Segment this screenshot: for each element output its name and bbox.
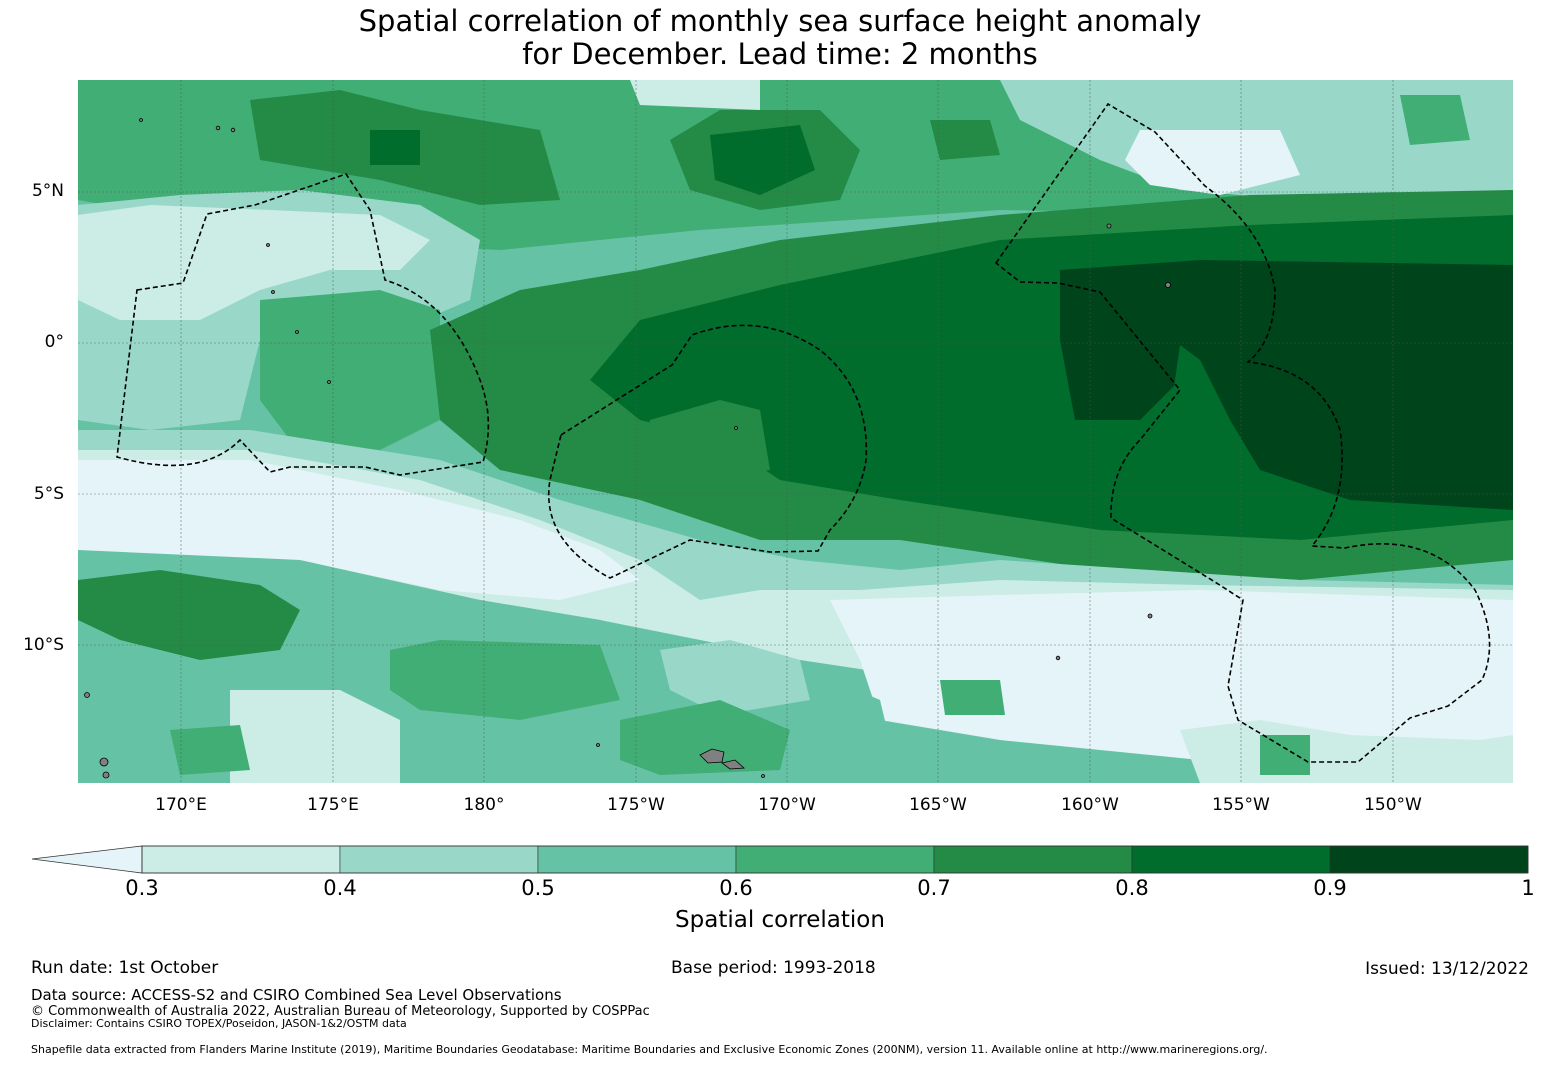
island-north-d <box>139 118 143 122</box>
colorbar-tick: 0.5 <box>521 876 555 900</box>
island-south-e <box>596 743 600 747</box>
correlation-map <box>78 80 1513 783</box>
eez-boundaries <box>116 102 1491 763</box>
island-south-b <box>1147 613 1153 619</box>
field-region-west-green <box>260 290 440 450</box>
colorbar-segment <box>1131 845 1331 874</box>
island-north-b <box>215 125 221 131</box>
longitude-label: 170°W <box>758 795 816 815</box>
eez-boundary-east <box>994 102 1491 763</box>
copyright: © Commonwealth of Australia 2022, Austra… <box>31 1004 650 1019</box>
colorbar-tick: 0.8 <box>1115 876 1149 900</box>
colorbar-frame <box>141 845 1529 874</box>
field-region-south-green-d <box>1260 735 1310 775</box>
colorbar-segment <box>537 845 737 874</box>
field-region-east-darkest <box>1060 260 1513 510</box>
colorbar-tick: 0.3 <box>125 876 159 900</box>
island-nauru <box>1165 282 1171 288</box>
island-west-a <box>266 243 270 247</box>
field-region-south-light-c <box>660 640 810 715</box>
island-north-c <box>230 127 236 133</box>
field-region-south-green-c <box>940 680 1005 715</box>
colorbar-extend-triangle <box>31 845 143 874</box>
eez-boundary-west <box>116 173 490 476</box>
longitude-label: 160°W <box>1061 795 1119 815</box>
islands <box>84 118 1171 779</box>
disclaimer: Disclaimer: Contains CSIRO TOPEX/Poseido… <box>31 1017 407 1030</box>
island-north-a <box>1106 223 1112 229</box>
colorbar-segment <box>933 845 1133 874</box>
field-region-central-green-hole <box>640 400 770 480</box>
longitude-label: 175°W <box>607 795 665 815</box>
latitude-label: 5°S <box>33 484 64 504</box>
colorbar-tick: 0.6 <box>719 876 753 900</box>
field-region-north-green-b <box>1400 95 1470 145</box>
colorbar-label: Spatial correlation <box>675 907 885 933</box>
colorbar-segments <box>141 845 1529 874</box>
field-region-east-darker-wedge <box>1170 345 1250 480</box>
data-source: Data source: ACCESS-S2 and CSIRO Combine… <box>31 986 562 1004</box>
longitude-label: 150°W <box>1364 795 1422 815</box>
eez-boundary-central <box>548 324 868 579</box>
colorbar-segment <box>141 845 341 874</box>
field-region-north-darkest-b <box>710 125 815 195</box>
longitude-label: 170°E <box>155 795 207 815</box>
longitude-label: 180° <box>463 795 505 815</box>
field-region-south-green-a <box>390 640 620 720</box>
field-region-north-darkest-a <box>370 130 420 165</box>
longitude-label: 175°E <box>307 795 359 815</box>
island-fiji-b <box>102 771 110 779</box>
island-samoa-b <box>721 759 745 770</box>
island-south-d <box>734 426 738 430</box>
field-region-north-dark-c <box>930 120 1000 160</box>
run-date: Run date: 1st October <box>31 958 219 978</box>
island-south-a <box>84 692 90 698</box>
colorbar-segment <box>339 845 539 874</box>
issued-date: Issued: 13/12/2022 <box>1365 959 1529 979</box>
island-fiji-a <box>99 757 109 767</box>
colorbar-segment <box>735 845 935 874</box>
colorbar-tick: 0.4 <box>323 876 357 900</box>
chart-title-line-2: for December. Lead time: 2 months <box>522 37 1038 71</box>
field-region-south-lightest <box>78 460 640 600</box>
longitude-label: 155°W <box>1212 795 1270 815</box>
chart-title-line-1: Spatial correlation of monthly sea surfa… <box>358 4 1202 38</box>
field-region-southwest-dark <box>78 570 300 660</box>
field-region-south-green-b <box>620 700 790 775</box>
base-period: Base period: 1993-2018 <box>671 958 876 978</box>
latitude-label: 5°N <box>31 181 64 201</box>
colorbar-tick: 0.7 <box>917 876 951 900</box>
latitude-label: 0° <box>44 332 64 352</box>
colorbar <box>31 845 1529 874</box>
field-region-west-lighter <box>78 205 430 320</box>
island-west-c <box>295 330 299 334</box>
island-west-b <box>271 290 275 294</box>
field-region-south-light <box>78 430 1513 630</box>
island-south-f <box>761 774 765 778</box>
latitude-label: 10°S <box>23 635 64 655</box>
field-region-north-light-b <box>630 80 760 110</box>
shapefile-credit: Shapefile data extracted from Flanders M… <box>31 1043 1268 1056</box>
field-region-south-green-e <box>170 725 250 775</box>
longitude-label: 165°W <box>909 795 967 815</box>
island-samoa-a <box>699 748 725 764</box>
graticule <box>78 80 1513 783</box>
island-south-c <box>1055 655 1061 661</box>
colorbar-segment <box>1329 845 1529 874</box>
colorbar-tick: 0.9 <box>1313 876 1347 900</box>
colorbar-tick: 1 <box>1521 876 1535 900</box>
map-field <box>78 80 1513 783</box>
island-west-d <box>327 380 331 384</box>
field-region-south-lightest-b <box>230 690 400 783</box>
